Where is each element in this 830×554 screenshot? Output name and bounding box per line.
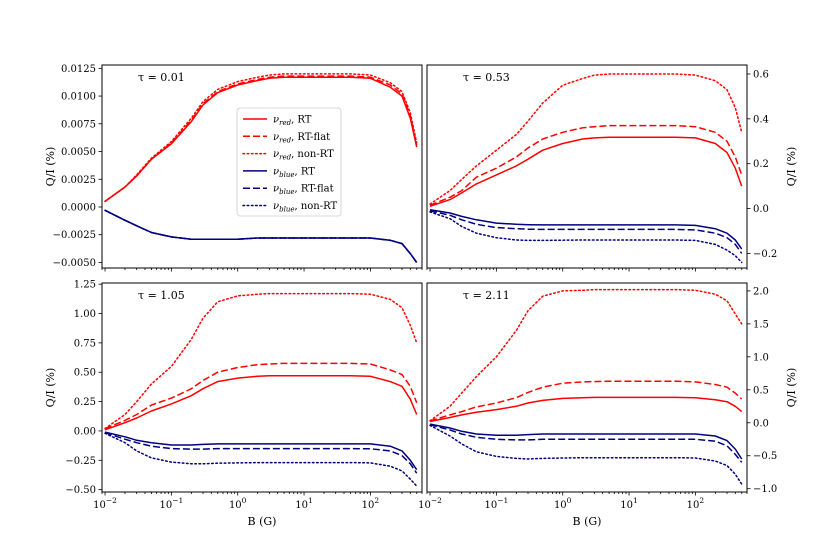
series-line-6 [429, 211, 743, 264]
series-line-3 [104, 292, 418, 430]
y-axis-label: Q/I (%) [785, 147, 798, 187]
series-line-2 [429, 380, 743, 422]
x-axis-label: B (G) [573, 515, 602, 528]
series-group [104, 292, 418, 487]
y-axis-label: Q/I (%) [44, 147, 57, 187]
series-line-4 [104, 209, 418, 263]
y-tick-label: 1.0 [753, 352, 769, 363]
legend-label: νblue, RT-flat [273, 184, 334, 197]
series-line-2 [429, 124, 743, 206]
series-line-2 [104, 75, 418, 203]
y-tick-label: −0.5 [753, 451, 777, 462]
tau-label: τ = 0.01 [138, 71, 185, 84]
y-tick-label: 0.4 [753, 114, 769, 125]
y-tick-label: −0.50 [65, 485, 96, 496]
y-tick-label: −0.0050 [53, 258, 96, 269]
x-axis-label: B (G) [248, 515, 277, 528]
y-tick-label: −0.2 [753, 249, 777, 260]
legend-label: νred, RT [273, 115, 312, 128]
y-tick-label: 0.2 [753, 159, 769, 170]
y-tick-label: 0.75 [74, 338, 96, 349]
series-line-4 [429, 423, 743, 460]
panel-4: 2.0 1.5 1.0 0.5 0.0 −0.5 −1.0 Q/I (%) τ = 2.11 10… [418, 282, 798, 528]
x-tick-label: 102 [687, 496, 705, 511]
x-tick-label: 10−2 [418, 496, 442, 511]
axes-frame [426, 282, 748, 493]
tau-label: τ = 1.05 [138, 289, 185, 302]
legend-label: νred, RT-flat [273, 132, 330, 145]
panels: 0.01250.01000.00750.00500.00250.0000−0.0… [44, 64, 798, 528]
y-tick-label: 2.0 [753, 286, 769, 297]
x-tick-label: 100 [229, 496, 247, 511]
legend-label: νblue, RT [273, 166, 315, 179]
series-line-5 [104, 431, 418, 474]
x-tick-label: 10−1 [159, 496, 183, 511]
y-tick-label: 0.0 [753, 204, 769, 215]
series-group [104, 73, 418, 264]
x-tick-label: 10−1 [484, 496, 508, 511]
y-tick-label: −0.0025 [53, 230, 96, 241]
y-tick-label: 0.5 [753, 385, 769, 396]
series-line-4 [429, 208, 743, 250]
legend-box [236, 107, 342, 217]
y-tick-label: 0.6 [753, 69, 769, 80]
y-tick-label: −0.25 [65, 456, 96, 467]
axes-frame [101, 64, 423, 269]
y-tick-label: 0.0050 [61, 147, 96, 158]
legend-label: νblue, non-RT [273, 201, 337, 214]
axes-frame [426, 64, 748, 269]
y-tick-label: 0.0025 [61, 175, 96, 186]
x-tick-label: 101 [620, 496, 638, 511]
legend-label: νred, non-RT [273, 149, 334, 162]
y-tick-label: 1.00 [74, 309, 96, 320]
series-line-3 [429, 73, 743, 205]
series-line-1 [429, 136, 743, 208]
y-tick-label: 0.0000 [61, 202, 96, 213]
panel-1: 0.0125 0.0100 0.0075 0.0050 0.0025 0.0000 −0.0… [44, 64, 423, 272]
x-tick-label: 101 [295, 496, 313, 511]
y-axis-label: Q/I (%) [785, 368, 798, 408]
y-tick-label: 0.0075 [61, 119, 96, 130]
y-tick-label: −1.0 [753, 484, 777, 495]
tau-label: τ = 0.53 [463, 71, 510, 84]
panel-3: 1.25 1.00 0.75 0.50 0.25 0.00 −0.25 −0.50 Q/I (%… [44, 280, 423, 528]
y-tick-label: 0.00 [74, 426, 96, 437]
series-line-5 [429, 210, 743, 254]
y-tick-label: 0.0 [753, 418, 769, 429]
x-tick-label: 100 [554, 496, 572, 511]
series-group [429, 288, 743, 485]
y-tick-label: 0.0125 [61, 64, 96, 75]
series-line-1 [429, 396, 743, 423]
series-line-1 [104, 375, 418, 431]
series-line-6 [429, 424, 743, 485]
y-tick-label: 1.5 [753, 319, 769, 330]
x-tick-label: 102 [362, 496, 380, 511]
series-line-6 [104, 209, 418, 264]
y-tick-label: 0.25 [74, 397, 96, 408]
series-group [429, 73, 743, 264]
legend: νred, RT νred, RT-flat νred, non-RT νblue, … [236, 107, 342, 217]
series-line-5 [104, 209, 418, 263]
y-tick-label: 0.50 [74, 368, 96, 379]
series-line-3 [104, 73, 418, 203]
y-tick-label: 0.0100 [61, 92, 96, 103]
panel-2: 0.6 0.4 0.2 0.0 −0.2 Q/I (%) τ = 0.53 [426, 64, 798, 272]
axes-frame [101, 282, 423, 493]
series-line-2 [104, 362, 418, 430]
y-axis-label: Q/I (%) [44, 368, 57, 408]
x-tick-label: 10−2 [93, 496, 117, 511]
series-line-4 [104, 431, 418, 471]
y-tick-label: 1.25 [74, 280, 96, 291]
tau-label: τ = 2.11 [463, 289, 510, 302]
series-line-6 [104, 432, 418, 487]
series-line-3 [429, 288, 743, 422]
series-line-5 [429, 424, 743, 463]
